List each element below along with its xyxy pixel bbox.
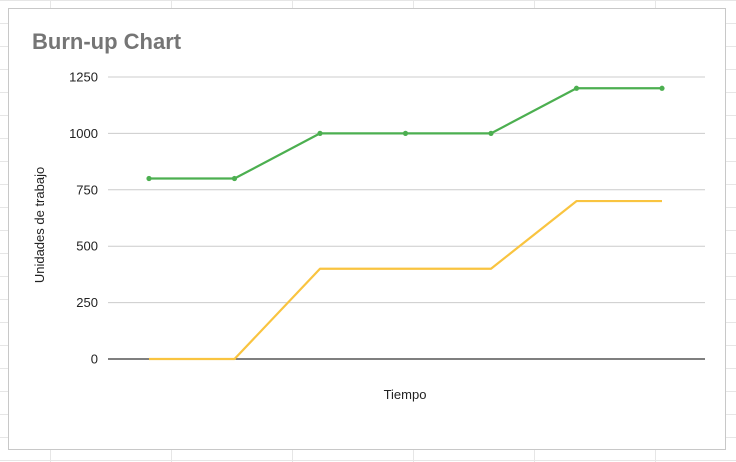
y-tick-label: 1250 <box>69 70 98 85</box>
series-lines <box>146 85 665 361</box>
y-tick-label: 250 <box>76 295 98 310</box>
y-axis-title: Unidades de trabajo <box>32 167 47 283</box>
data-point[interactable] <box>146 175 152 182</box>
y-axis-ticks: 0 250 500 750 1000 1250 <box>69 70 98 367</box>
data-point[interactable] <box>402 130 409 136</box>
y-tick-label: 0 <box>91 352 98 367</box>
series-line-2 <box>149 199 662 361</box>
x-axis-title: Tiempo <box>384 387 427 402</box>
line-chart: 0 250 500 750 1000 1250 Tiempo Unidades … <box>32 70 705 402</box>
data-point[interactable] <box>231 175 238 182</box>
data-point[interactable] <box>317 130 323 136</box>
chart-container[interactable]: Burn-up Chart 0 250 500 750 1000 1250 Ti… <box>8 8 726 450</box>
gridlines <box>108 76 705 360</box>
y-tick-label: 1000 <box>69 126 98 141</box>
data-point[interactable] <box>659 85 665 91</box>
data-point[interactable] <box>488 130 494 136</box>
y-tick-label: 500 <box>76 239 98 254</box>
chart-title: Burn-up Chart <box>32 29 182 54</box>
data-point[interactable] <box>573 85 580 91</box>
y-tick-label: 750 <box>76 182 98 197</box>
